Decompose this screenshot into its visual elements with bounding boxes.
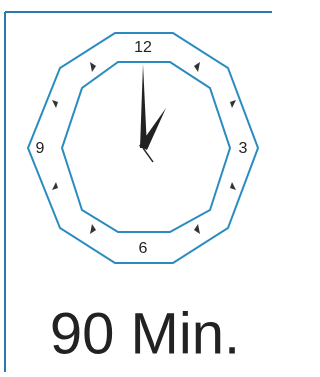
second-hand-tail [143,148,153,162]
clock-icon: 12 3 6 9 90 Min. [0,0,277,372]
label-12: 12 [134,39,152,56]
mark [230,100,236,108]
label-9: 9 [36,140,45,157]
mark [90,224,96,234]
label-6: 6 [139,240,148,257]
mark [194,224,200,234]
mark [52,182,58,190]
mark [230,182,236,190]
mark [90,62,96,72]
minute-hand [140,64,147,148]
label-3: 3 [239,140,248,157]
mark [194,62,200,72]
caption: 90 Min. [50,301,240,366]
mark [52,100,58,108]
